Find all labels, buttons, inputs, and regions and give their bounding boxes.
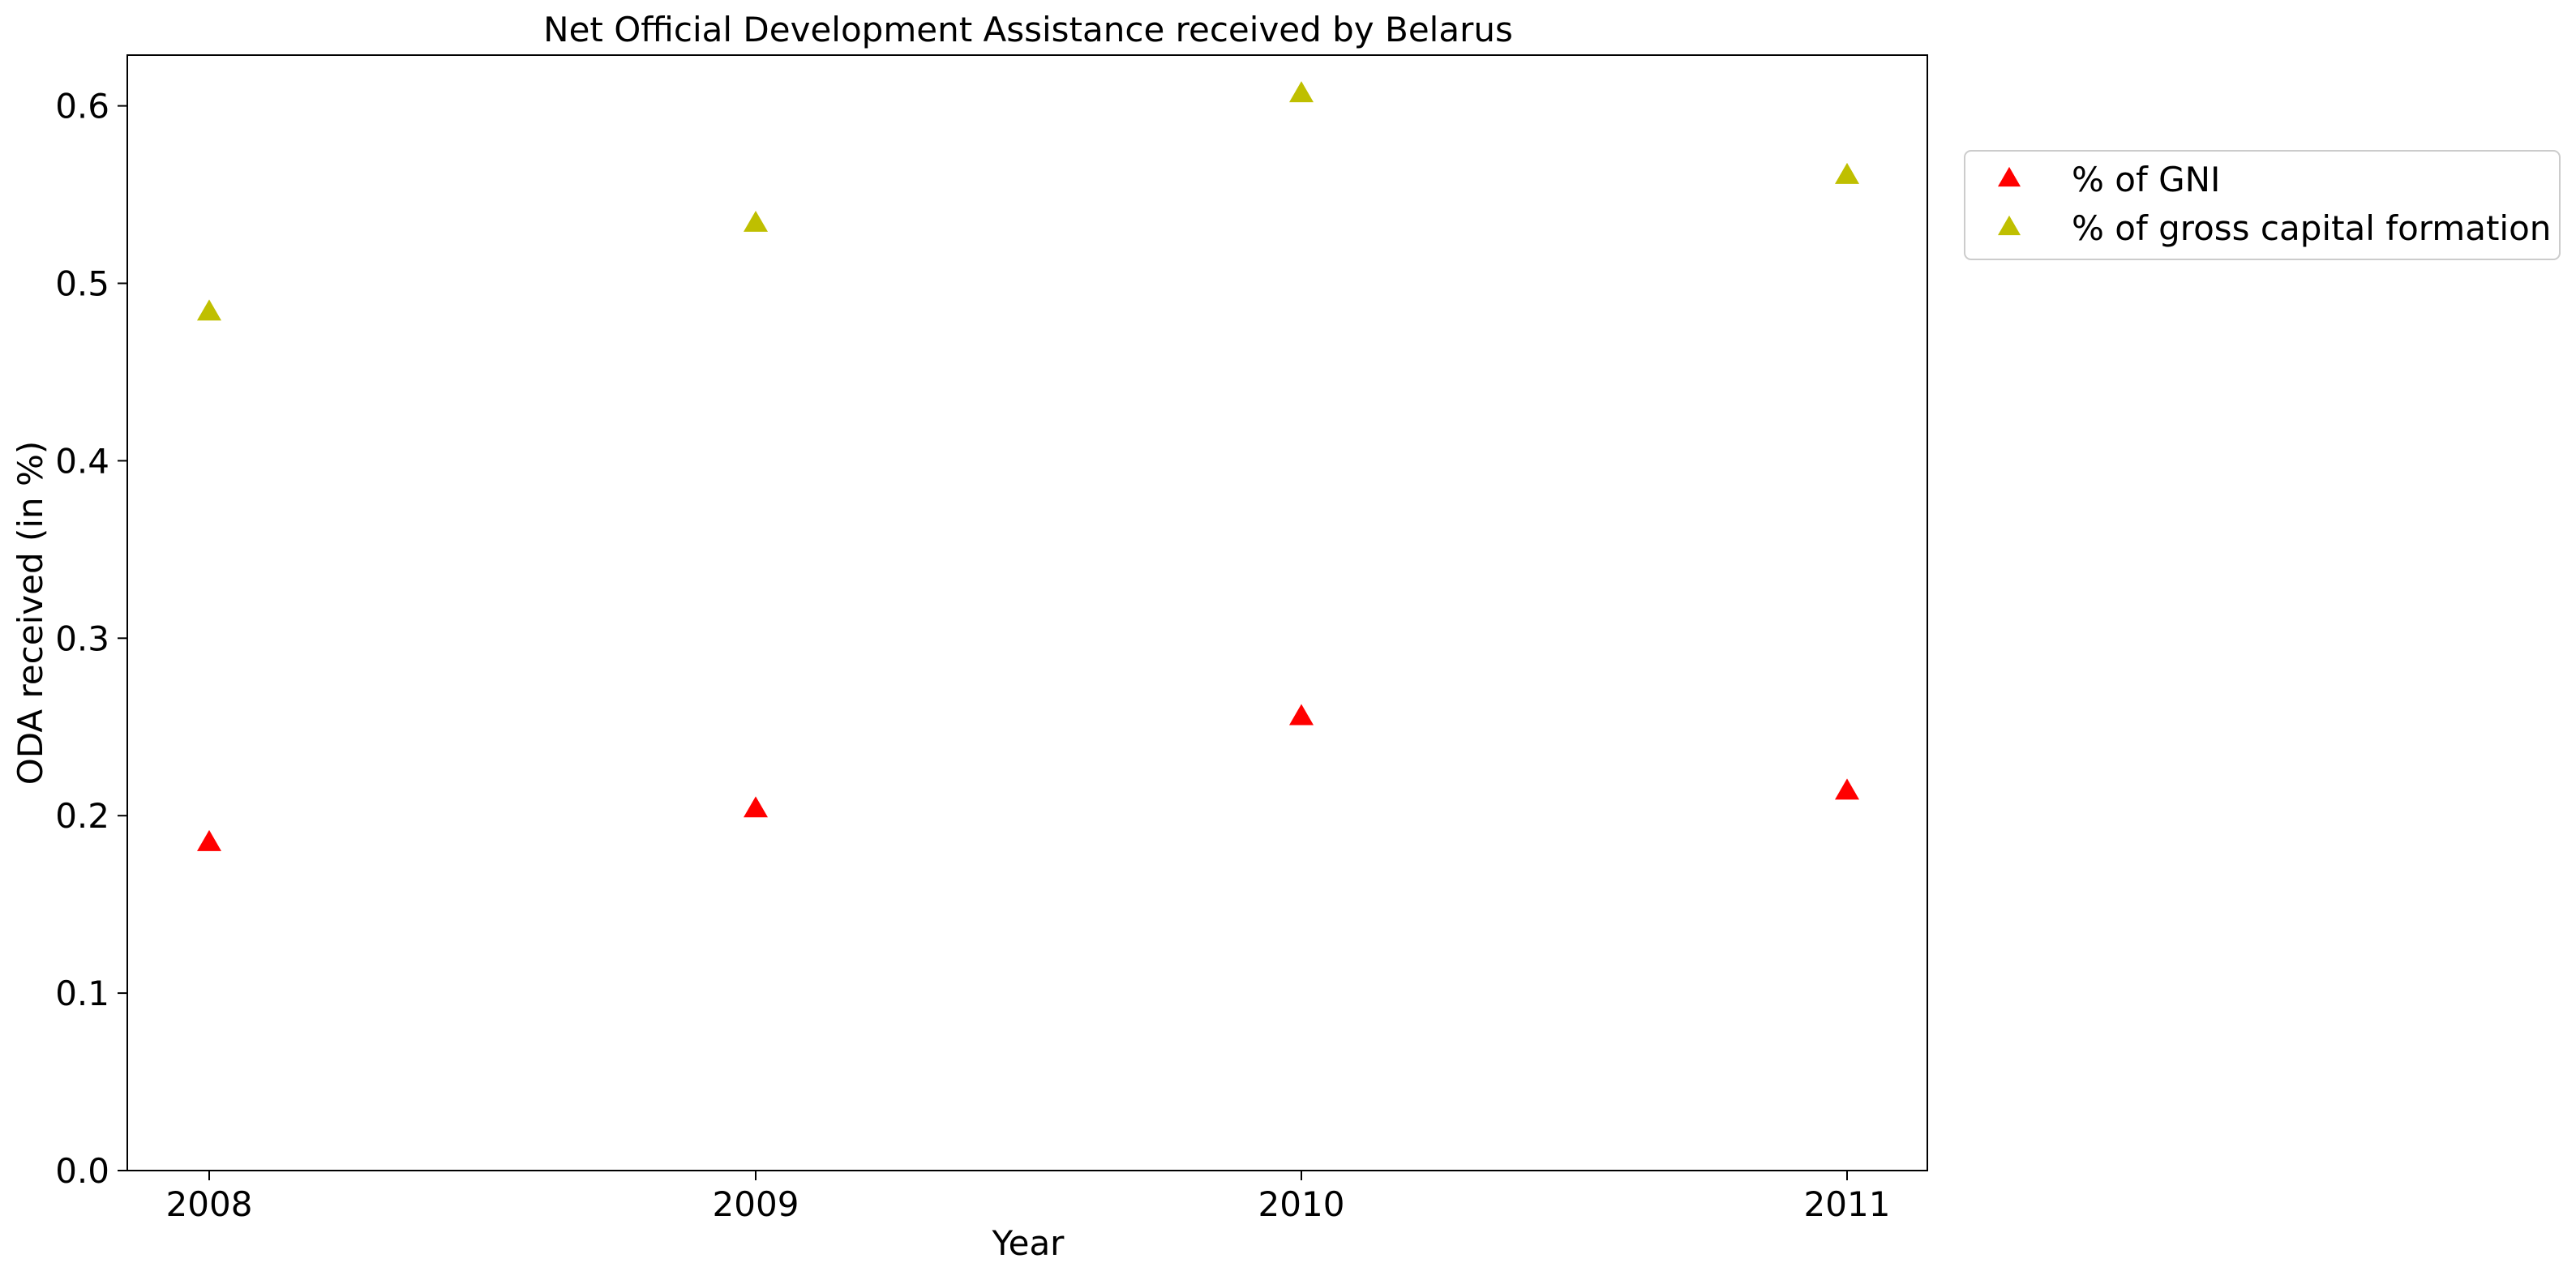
- y-tick-label: 0.4: [55, 441, 109, 481]
- chart-title: Net Official Development Assistance rece…: [543, 10, 1513, 49]
- x-tick-label: 2011: [1804, 1184, 1891, 1224]
- y-tick-label: 0.2: [55, 796, 109, 836]
- y-tick-label: 0.5: [55, 264, 109, 304]
- y-tick-label: 0.1: [55, 974, 109, 1013]
- legend-label-gni: % of GNI: [2072, 160, 2220, 199]
- x-axis-label: Year: [992, 1223, 1065, 1263]
- legend-marker-gni: [1998, 166, 2021, 187]
- x-tick-label: 2010: [1258, 1184, 1345, 1224]
- data-point-gross-capital-formation: [1835, 162, 1859, 184]
- y-tick-label: 0.0: [55, 1151, 109, 1191]
- legend-label-gross-capital-formation: % of gross capital formation: [2072, 208, 2551, 248]
- data-point-gni: [1835, 778, 1859, 800]
- legend-marker-gross-capital-formation: [1998, 215, 2021, 236]
- legend-box: [1964, 150, 2561, 260]
- data-point-gni: [744, 796, 768, 818]
- y-axis: 0.0 0.1 0.2 0.3 0.4 0.5 0.6: [55, 87, 127, 1191]
- data-point-gross-capital-formation: [197, 299, 221, 321]
- plot-area: [126, 54, 1928, 1171]
- x-axis: 2008 2009 2010 2011: [166, 1171, 1891, 1224]
- data-points: [197, 81, 1859, 851]
- y-tick-label: 0.6: [55, 87, 109, 126]
- data-point-gni: [1289, 704, 1314, 726]
- data-point-gross-capital-formation: [1289, 81, 1314, 103]
- x-tick-label: 2008: [166, 1184, 253, 1224]
- x-tick-label: 2009: [713, 1184, 799, 1224]
- data-point-gross-capital-formation: [744, 210, 768, 232]
- legend: % of GNI % of gross capital formation: [1964, 150, 2561, 260]
- data-point-gni: [197, 829, 221, 851]
- y-axis-label: ODA received (in %): [11, 441, 50, 786]
- y-tick-label: 0.3: [55, 619, 109, 658]
